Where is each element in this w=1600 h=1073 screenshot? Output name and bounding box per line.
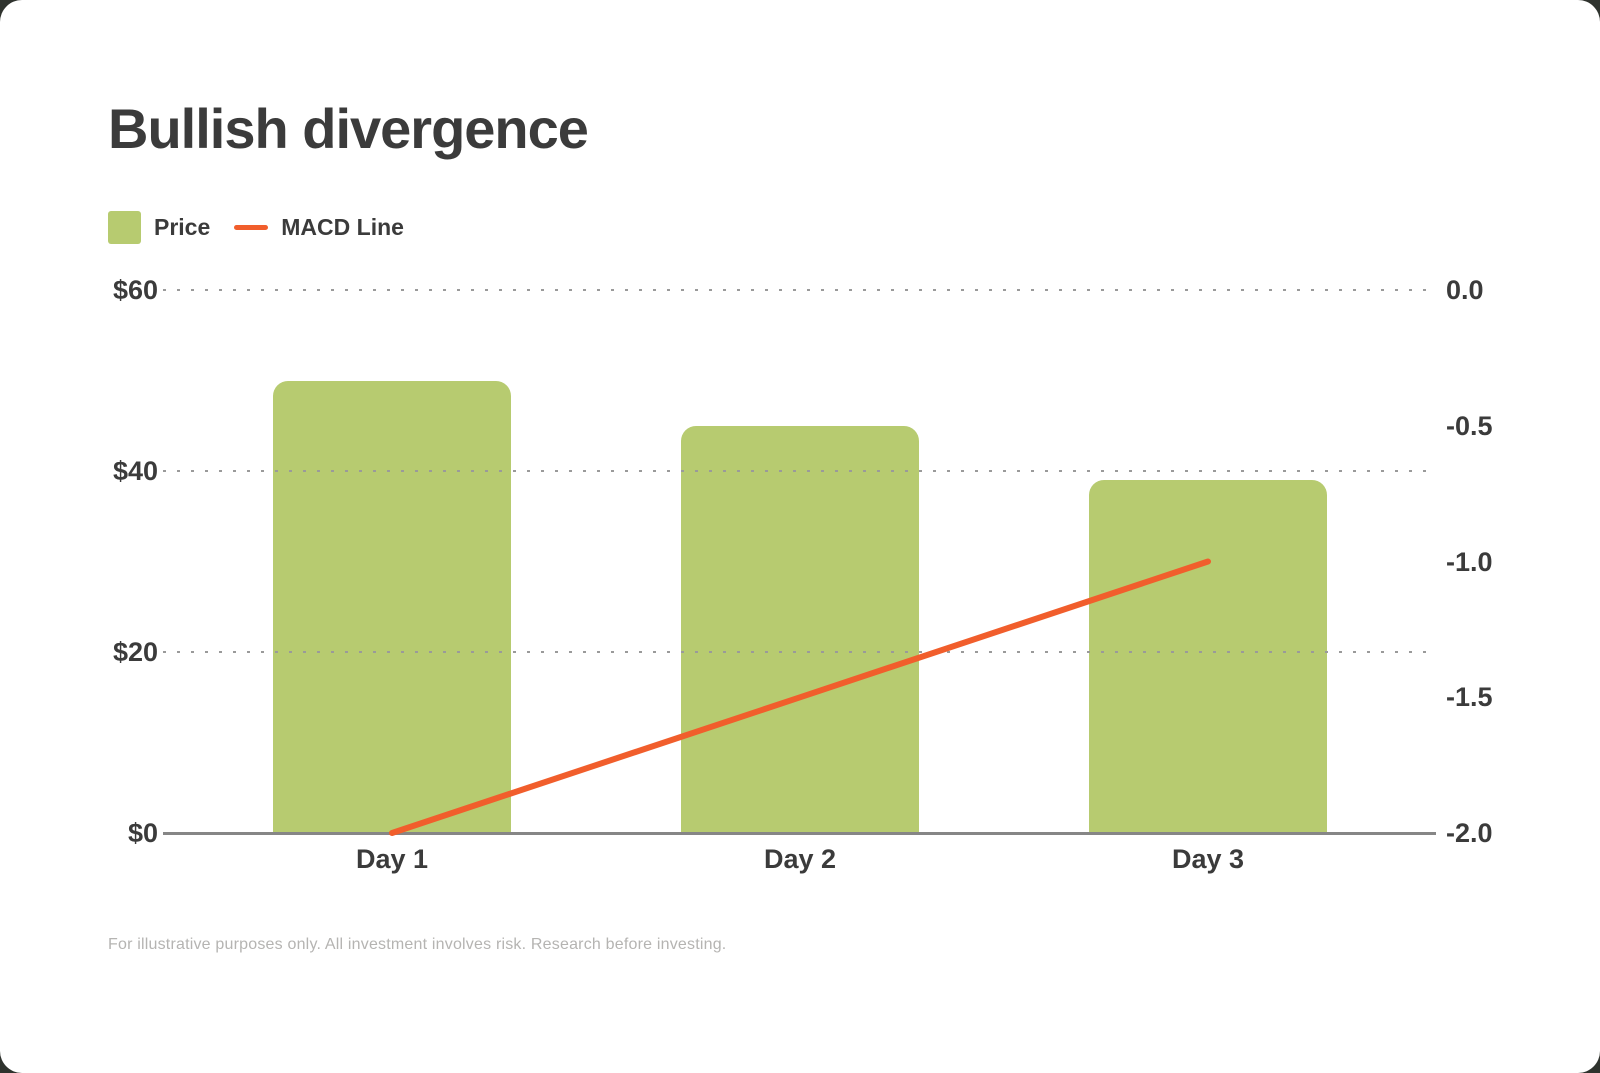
price-bar-day-2 [681, 425, 919, 835]
y-axis-left-tick: $60 [112, 275, 158, 305]
price-bar-day-3 [1089, 480, 1327, 835]
x-axis-label-day-2: Day 2 [763, 844, 837, 874]
gridline [163, 289, 1436, 291]
x-axis-label-day-1: Day 1 [355, 844, 429, 874]
y-axis-right-tick: -0.5 [1446, 410, 1493, 441]
legend-macd-dash [234, 224, 269, 230]
gridline [163, 470, 1436, 472]
gridline [163, 651, 1436, 653]
legend-price-swatch [108, 210, 141, 244]
legend: Price MACD Line [108, 210, 404, 244]
y-axis-left-tick: $0 [127, 818, 158, 848]
y-axis-left-tick: $40 [112, 456, 158, 486]
x-axis-label-day-3: Day 3 [1171, 844, 1245, 874]
y-axis-right-tick: -2.0 [1446, 818, 1493, 848]
x-axis-baseline [163, 832, 1436, 835]
y-axis-left-tick: $20 [112, 637, 158, 667]
price-bar-day-1 [273, 380, 511, 835]
y-axis-right-tick: -1.5 [1446, 682, 1493, 713]
legend-price-label: Price [154, 213, 211, 240]
chart-title: Bullish divergence [108, 97, 589, 160]
legend-macd-label: MACD Line [281, 213, 404, 240]
y-axis-right-tick: 0.0 [1446, 275, 1484, 305]
footnote: For illustrative purposes only. All inve… [108, 936, 727, 953]
y-axis-right-tick: -1.0 [1446, 546, 1493, 577]
